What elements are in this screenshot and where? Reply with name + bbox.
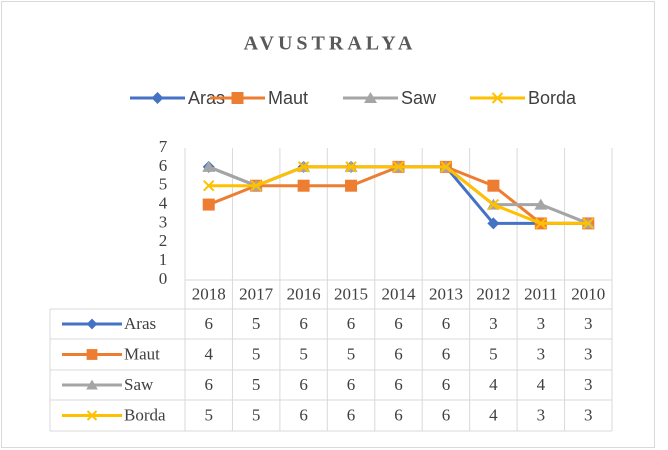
table-cell: 6 bbox=[347, 375, 356, 394]
table-series-name: Maut bbox=[124, 344, 160, 363]
table-cell: 6 bbox=[442, 314, 451, 333]
x-tick-label: 2014 bbox=[382, 284, 417, 303]
table-cell: 5 bbox=[252, 314, 261, 333]
marker bbox=[86, 379, 98, 390]
marker bbox=[151, 92, 164, 104]
table-cell: 5 bbox=[347, 344, 356, 363]
table-cell: 3 bbox=[584, 405, 593, 424]
y-tick-label: 4 bbox=[159, 193, 168, 212]
marker bbox=[202, 198, 215, 211]
table-cell: 5 bbox=[299, 344, 308, 363]
table-cell: 3 bbox=[537, 314, 546, 333]
y-tick-label: 6 bbox=[159, 156, 168, 175]
table-cell: 6 bbox=[347, 314, 356, 333]
marker bbox=[202, 160, 216, 172]
table-cell: 6 bbox=[347, 405, 356, 424]
table-cell: 4 bbox=[204, 344, 213, 363]
x-tick-label: 2010 bbox=[571, 284, 605, 303]
table-cell: 6 bbox=[442, 375, 451, 394]
table-cell: 6 bbox=[442, 405, 451, 424]
marker bbox=[86, 318, 98, 330]
table-cell: 3 bbox=[537, 344, 546, 363]
marker bbox=[345, 161, 357, 173]
table-cell: 6 bbox=[442, 344, 451, 363]
table-cell: 6 bbox=[299, 375, 308, 394]
table-cell: 6 bbox=[204, 314, 213, 333]
table-cell: 6 bbox=[204, 375, 213, 394]
legend-label: Aras bbox=[188, 88, 225, 108]
table-cell: 3 bbox=[489, 314, 498, 333]
marker bbox=[440, 161, 452, 173]
x-tick-label: 2016 bbox=[287, 284, 321, 303]
marker bbox=[487, 217, 500, 230]
x-tick-label: 2015 bbox=[334, 284, 368, 303]
table-cell: 6 bbox=[394, 375, 403, 394]
marker bbox=[582, 217, 594, 230]
marker bbox=[491, 92, 504, 104]
marker bbox=[345, 179, 358, 192]
x-tick-label: 2013 bbox=[429, 284, 463, 303]
marker bbox=[86, 410, 98, 421]
marker bbox=[297, 179, 310, 192]
table-cell: 6 bbox=[299, 314, 308, 333]
table-series-name: Saw bbox=[124, 375, 154, 394]
x-tick-label: 2012 bbox=[476, 284, 510, 303]
marker bbox=[535, 217, 547, 230]
table-cell: 3 bbox=[584, 375, 593, 394]
y-tick-label: 1 bbox=[159, 250, 168, 269]
chart-title: AVUSTRALYA bbox=[244, 33, 417, 55]
marker bbox=[297, 161, 310, 173]
table-cell: 5 bbox=[489, 344, 498, 363]
marker bbox=[203, 180, 215, 192]
legend-label: Saw bbox=[401, 88, 437, 108]
table-cell: 5 bbox=[204, 405, 213, 424]
x-tick-label: 2018 bbox=[192, 284, 226, 303]
marker bbox=[231, 92, 244, 104]
y-tick-label: 2 bbox=[159, 231, 168, 250]
table-cell: 6 bbox=[394, 344, 403, 363]
marker bbox=[534, 198, 548, 210]
y-tick-label: 7 bbox=[159, 137, 168, 156]
marker bbox=[250, 180, 262, 192]
legend-label: Maut bbox=[268, 88, 308, 108]
x-tick-label: 2017 bbox=[239, 284, 274, 303]
y-tick-label: 3 bbox=[159, 212, 168, 231]
marker bbox=[487, 179, 500, 192]
marker bbox=[86, 349, 98, 360]
table-series-name: Borda bbox=[124, 405, 166, 424]
table-cell: 5 bbox=[252, 344, 261, 363]
table-cell: 3 bbox=[584, 344, 593, 363]
table-cell: 5 bbox=[252, 405, 261, 424]
y-tick-label: 0 bbox=[159, 269, 168, 288]
y-tick-label: 5 bbox=[159, 175, 168, 194]
table-cell: 3 bbox=[584, 314, 593, 333]
x-tick-label: 2011 bbox=[524, 284, 557, 303]
table-cell: 3 bbox=[537, 405, 546, 424]
table-cell: 4 bbox=[489, 375, 498, 394]
table-series-name: Aras bbox=[124, 314, 156, 333]
table-cell: 6 bbox=[394, 314, 403, 333]
marker bbox=[364, 92, 377, 103]
table-cell: 5 bbox=[252, 375, 261, 394]
table-cell: 6 bbox=[394, 405, 403, 424]
table-cell: 4 bbox=[489, 405, 498, 424]
table-cell: 4 bbox=[537, 375, 546, 394]
legend-label: Borda bbox=[528, 88, 577, 108]
marker bbox=[392, 161, 405, 173]
marker bbox=[487, 198, 500, 211]
table-cell: 6 bbox=[299, 405, 308, 424]
